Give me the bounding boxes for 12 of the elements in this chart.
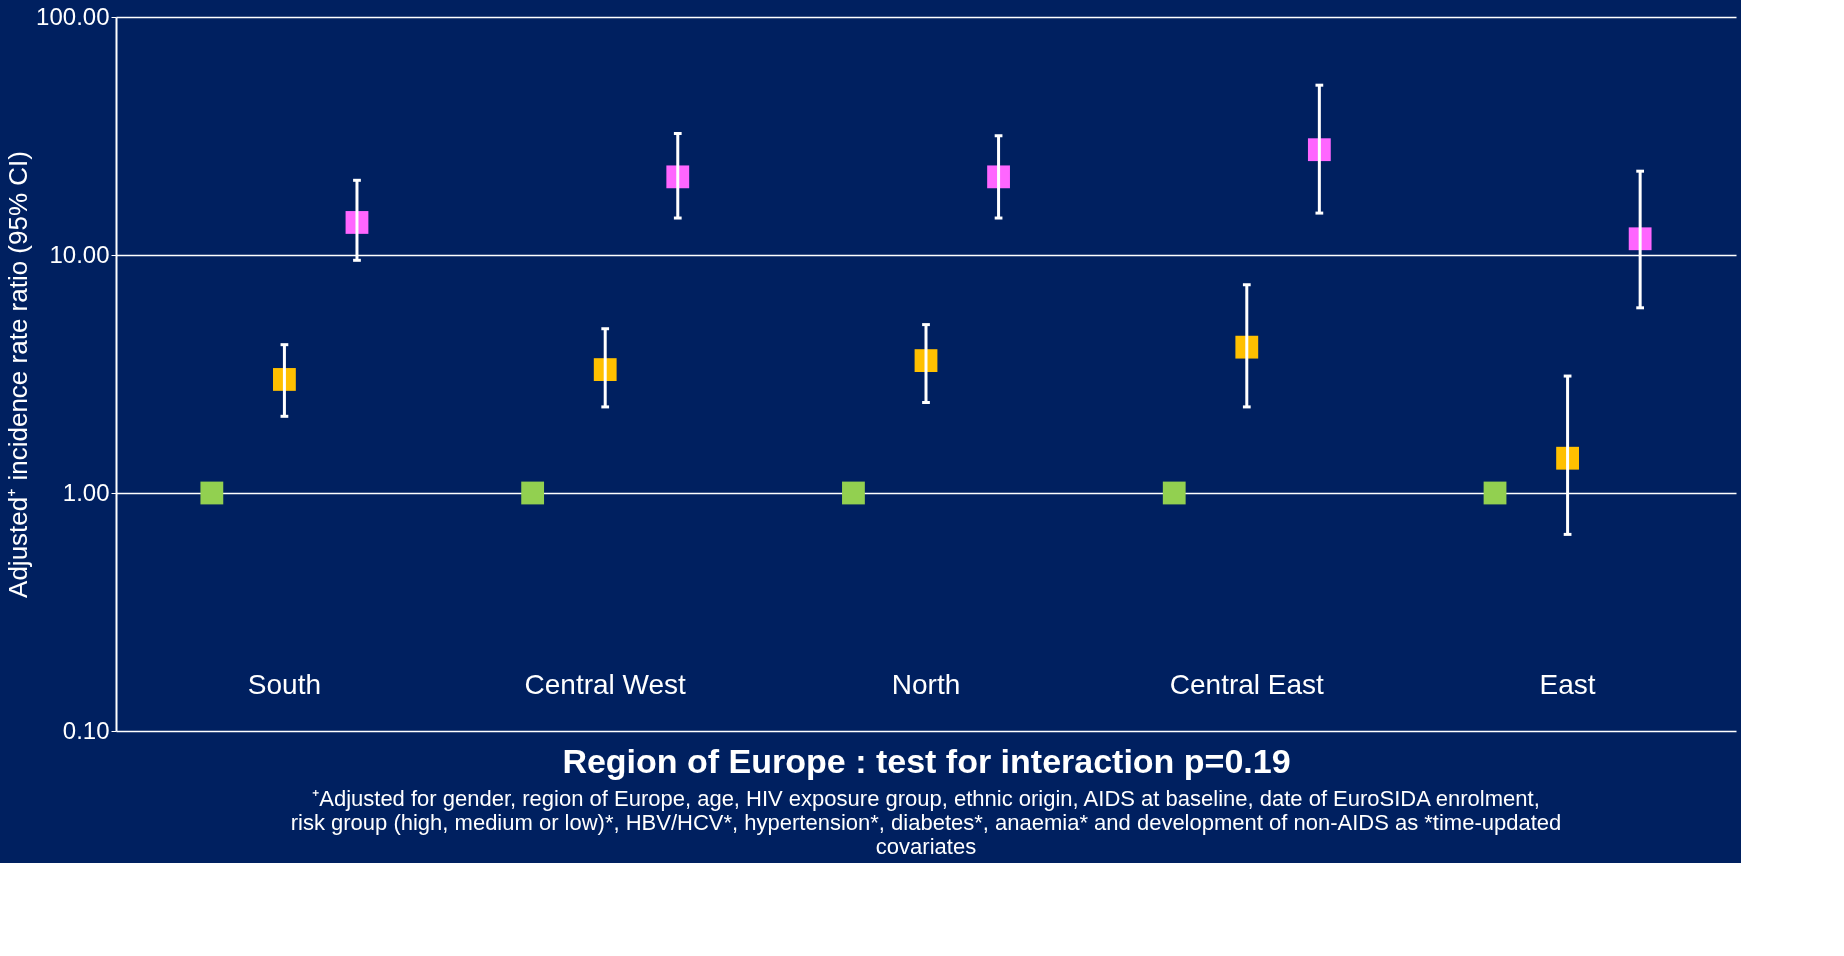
x-tick-label: East bbox=[1539, 668, 1596, 700]
y-tick-label: 10.00 bbox=[49, 240, 110, 268]
x-tick-label: South bbox=[247, 668, 321, 700]
y-tick-label: 0.10 bbox=[62, 716, 110, 744]
x-tick-label: Central West bbox=[524, 668, 687, 700]
y-tick-label: 100.00 bbox=[36, 2, 110, 30]
x-tick-label: North bbox=[891, 668, 961, 700]
y-tick-label: 1.00 bbox=[62, 478, 110, 506]
x-axis-title: Region of Europe : test for interaction p=0.19 bbox=[562, 741, 1291, 780]
text: ⁺Adjusted for gender, region of Europe, age, HIV exposure group, ethnic origin, AIDS at baseline, date of EuroSIDA enrolment, risk group (high, medium or low)*, HBV/HCV*, hypertension*, diabetes*, anaemia* and development of non-AIDS as *time-updated covariates bbox=[290, 786, 1562, 859]
x-tick-label: Central East bbox=[1169, 668, 1325, 700]
y-axis-title: Adjusted⁺ incidence rate ratio (95% CI) bbox=[3, 151, 34, 598]
